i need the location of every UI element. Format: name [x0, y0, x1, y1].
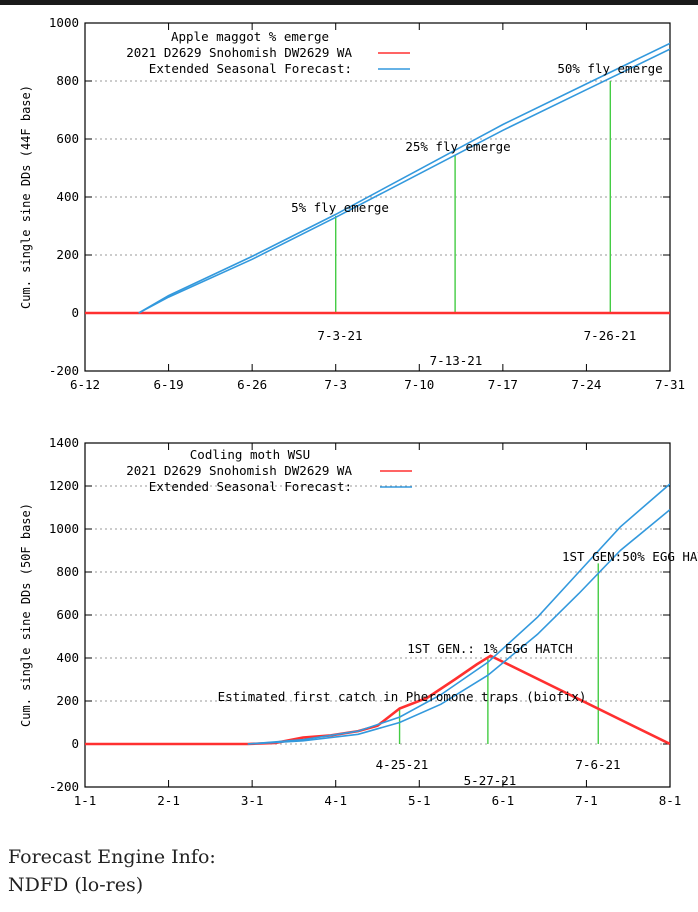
top-bar: [0, 0, 698, 5]
x-tick-label: 6-1: [492, 793, 515, 808]
y-tick-label: 0: [71, 736, 79, 751]
event-label: 25% fly emerge: [405, 139, 510, 154]
y-tick-label: 1200: [49, 478, 79, 493]
plot-frame: [84, 22, 671, 372]
y-tick-label: 800: [56, 564, 79, 579]
event-label: 1ST GEN.: 1% EGG HATCH: [407, 641, 573, 656]
x-tick-label: 2-1: [157, 793, 180, 808]
plot-area: [85, 42, 670, 315]
event-date-label: 7-6-21: [575, 757, 620, 772]
legend-label: Extended Seasonal Forecast:: [149, 61, 352, 76]
legend-label: Extended Seasonal Forecast:: [149, 479, 352, 494]
forecast-series-line: [138, 42, 670, 314]
event-label: 1ST GEN:50% EGG HATCH, 97% MOTH: [562, 549, 698, 564]
x-tick-label: 7-24: [571, 377, 601, 392]
x-tick-label: 1-1: [74, 793, 97, 808]
x-tick-label: 5-1: [408, 793, 431, 808]
x-tick-label: 7-10: [404, 377, 434, 392]
legend-label: 2021 D2629 Snohomish DW2629 WA: [126, 463, 352, 478]
event-date-label: 7-26-21: [584, 328, 637, 343]
y-tick-label: 1400: [49, 435, 79, 450]
x-tick-label: 3-1: [241, 793, 264, 808]
forecast-series-line: [247, 508, 670, 745]
y-tick-label: 1000: [49, 15, 79, 30]
chart-title: Codling moth WSU: [190, 447, 310, 462]
event-date-label: 4-25-21: [376, 757, 429, 772]
x-tick-label: 6-12: [70, 377, 100, 392]
event-label: Estimated first catch in Pheromone traps…: [218, 689, 587, 704]
x-tick-label: 6-26: [237, 377, 267, 392]
x-tick-label: 7-17: [488, 377, 518, 392]
y-tick-label: 800: [56, 73, 79, 88]
x-tick-label: 7-31: [655, 377, 685, 392]
x-tick-label: 6-19: [154, 377, 184, 392]
y-tick-label: 200: [56, 247, 79, 262]
x-tick-label: 8-1: [659, 793, 682, 808]
x-tick-label: 4-1: [324, 793, 347, 808]
y-tick-label: 1000: [49, 521, 79, 536]
y-axis-label: Cum. single sine DDs (44F base): [19, 85, 33, 309]
legend-label: 2021 D2629 Snohomish DW2629 WA: [126, 45, 352, 60]
plot-area: [85, 483, 670, 746]
event-date-label: 5-27-21: [464, 773, 517, 788]
y-tick-label: 0: [71, 305, 79, 320]
forecast-engine-label: Forecast Engine Info:: [8, 846, 216, 868]
y-tick-label: -200: [49, 363, 79, 378]
event-date-label: 7-3-21: [317, 328, 362, 343]
y-tick-label: 400: [56, 189, 79, 204]
event-label: 50% fly emerge: [557, 61, 662, 76]
event-date-label: 7-13-21: [430, 353, 483, 368]
forecast-series-line: [247, 483, 670, 745]
plot-frame: [84, 442, 671, 788]
forecast-engine-value: NDFD (lo-res): [8, 874, 144, 896]
x-tick-label: 7-1: [575, 793, 598, 808]
y-tick-label: 400: [56, 650, 79, 665]
y-tick-label: 200: [56, 693, 79, 708]
y-axis-label: Cum. single sine DDs (50F base): [19, 503, 33, 727]
event-label: 5% fly emerge: [291, 200, 389, 215]
forecast-series-line: [138, 48, 670, 314]
chart-title: Apple maggot % emerge: [171, 29, 329, 44]
y-tick-label: 600: [56, 131, 79, 146]
x-tick-label: 7-3: [324, 377, 347, 392]
y-tick-label: 600: [56, 607, 79, 622]
y-tick-label: -200: [49, 779, 79, 794]
